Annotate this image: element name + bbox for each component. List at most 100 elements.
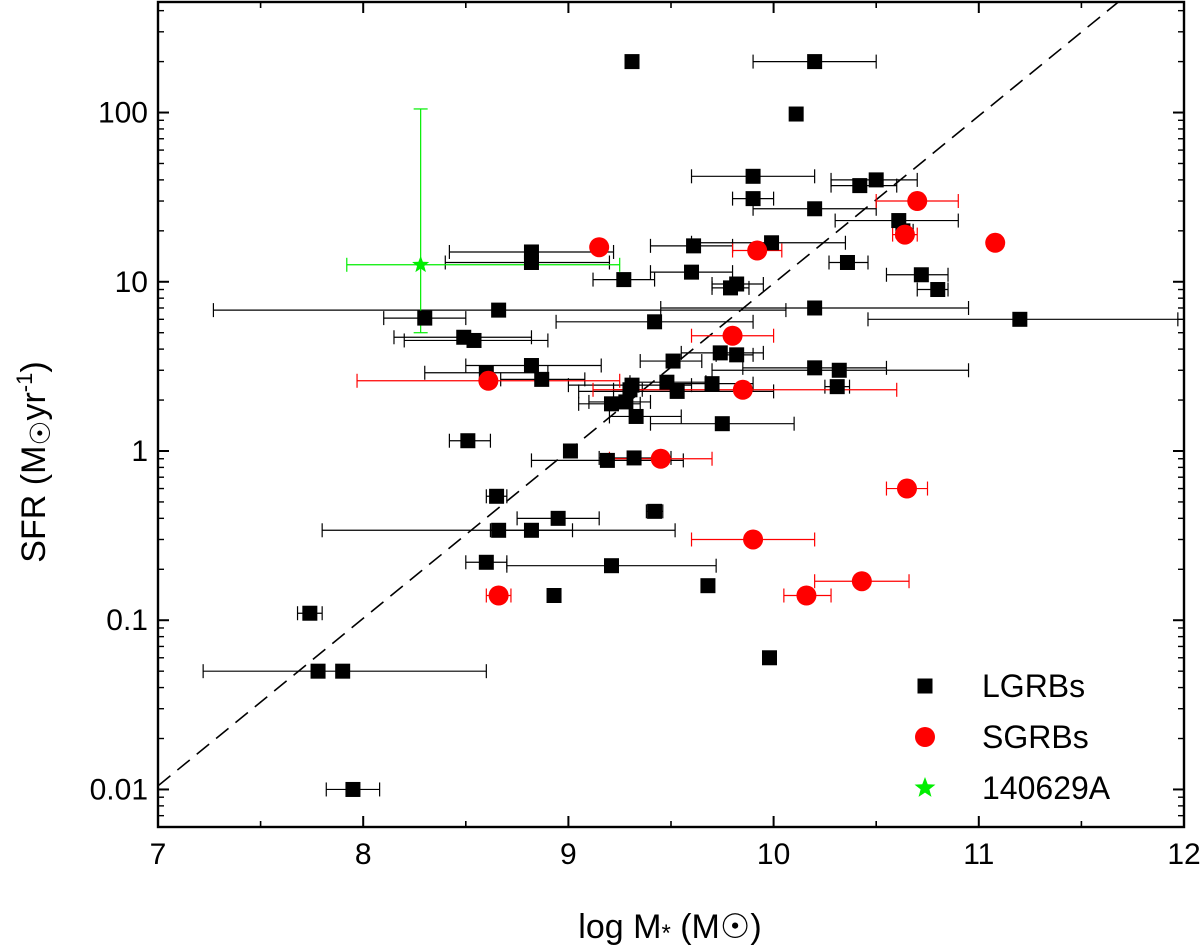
y-tick-label: 10 — [115, 266, 148, 299]
lgrbs-point — [647, 503, 663, 519]
sgrbs-point — [747, 240, 768, 261]
lgrbs-point — [831, 362, 847, 378]
sgrbs-point — [896, 478, 917, 499]
sgrbs-point — [732, 379, 753, 400]
lgrbs-point — [788, 106, 804, 122]
legend-square-icon — [917, 678, 933, 694]
lgrbs-point — [417, 310, 433, 326]
lgrbs-point — [628, 408, 644, 424]
legend-label: 140629A — [982, 770, 1111, 806]
lgrbs-point — [712, 345, 728, 361]
lgrbs-point — [478, 554, 494, 570]
sgrbs-point — [796, 585, 817, 606]
lgrbs-point — [523, 522, 539, 538]
lgrbs-point — [764, 235, 780, 251]
legend-label: LGRBs — [982, 668, 1085, 704]
x-tick-label: 11 — [963, 838, 994, 871]
legend-item: SGRBs — [915, 719, 1089, 755]
lgrbs-point — [562, 443, 578, 459]
sgrbs-point — [894, 224, 915, 245]
sgrbs-point — [650, 448, 671, 469]
lgrbs-point — [603, 396, 619, 412]
lgrbs-point — [700, 578, 716, 594]
lgrbs-point — [599, 452, 615, 468]
lgrbs-point — [302, 605, 318, 621]
x-tick-label: 10 — [757, 838, 790, 871]
fit-line-layer — [158, 2, 1119, 787]
lgrbs-point — [807, 300, 823, 316]
legend-item: 140629A — [914, 770, 1111, 806]
fit-line — [158, 2, 1119, 787]
lgrbs-point — [466, 332, 482, 348]
sgrbs-point — [488, 585, 509, 606]
sgrbs-point — [743, 529, 764, 550]
lgrbs-point — [913, 267, 929, 283]
lgrbs-point — [491, 522, 507, 538]
legend-label: SGRBs — [982, 719, 1089, 755]
lgrbs-point — [829, 379, 845, 395]
lgrbs-point — [684, 264, 700, 280]
axes-layer: 7 8 9 10 11 12 0.01 0.1 1 10 100 — [90, 0, 1200, 871]
lgrbs-point — [839, 254, 855, 270]
lgrbs-point — [745, 191, 761, 207]
x-tick-label: 7 — [150, 838, 167, 871]
lgrbs-point — [622, 382, 638, 398]
legend: LGRBs SGRBs 140629A — [914, 668, 1111, 806]
lgrbs-point — [714, 416, 730, 432]
lgrbs-point — [686, 238, 702, 254]
markers-layer — [302, 54, 1028, 797]
lgrbs-point — [852, 178, 868, 194]
x-error-bar — [608, 409, 682, 424]
lgrbs-point — [603, 558, 619, 574]
legend-star-icon — [914, 777, 936, 797]
y-error-bar — [413, 108, 428, 334]
lgrbs-point — [1012, 311, 1028, 327]
legend-item: LGRBs — [917, 668, 1085, 704]
lgrbs-point — [310, 663, 326, 679]
x-tick-label: 8 — [355, 838, 372, 871]
sgrbs-point — [907, 191, 928, 212]
lgrbs-point — [704, 376, 720, 392]
sgrbs-point — [722, 325, 743, 346]
lgrbs-point — [550, 510, 566, 526]
lgrbs-point — [489, 488, 505, 504]
x-error-bar — [346, 257, 621, 272]
sgrbs-point — [589, 237, 610, 258]
lgrbs-point — [523, 254, 539, 270]
lgrbs-point — [546, 587, 562, 603]
lgrbs-point — [868, 172, 884, 188]
y-tick-label: 100 — [98, 97, 148, 130]
lgrbs-point — [626, 450, 642, 466]
x-tick-label: 12 — [1167, 838, 1200, 871]
lgrbs-point — [729, 347, 745, 363]
lgrbs-point — [930, 282, 946, 298]
lgrbs-point — [460, 433, 476, 449]
lgrbs-point — [807, 54, 823, 70]
lgrbs-point — [618, 394, 634, 410]
lgrbs-point — [345, 781, 361, 797]
y-tick-label: 0.1 — [106, 604, 148, 637]
lgrbs-point — [745, 168, 761, 184]
lgrbs-point — [523, 358, 539, 374]
lgrbs-point — [647, 314, 663, 330]
lgrbs-point — [807, 201, 823, 217]
lgrbs-point — [491, 302, 507, 318]
lgrbs-point — [624, 54, 640, 70]
lgrbs-point — [807, 360, 823, 376]
y-tick-label: 1 — [131, 435, 148, 468]
sgrbs-point — [478, 370, 499, 391]
sgrbs-point — [985, 232, 1006, 253]
x-tick-label: 9 — [560, 838, 577, 871]
lgrbs-point — [665, 353, 681, 369]
lgrbs-point — [335, 663, 351, 679]
lgrbs-point — [616, 272, 632, 288]
y-tick-label: 0.01 — [90, 773, 148, 806]
lgrbs-point — [534, 371, 550, 387]
y-axis-title: SFR (M☉yr-1) — [12, 361, 56, 562]
lgrbs-point — [669, 383, 685, 399]
x-axis-title: log M* (M☉) — [578, 908, 761, 947]
legend-circle-icon — [915, 727, 935, 747]
140629a-point — [412, 255, 430, 273]
sgrbs-point — [851, 571, 872, 592]
